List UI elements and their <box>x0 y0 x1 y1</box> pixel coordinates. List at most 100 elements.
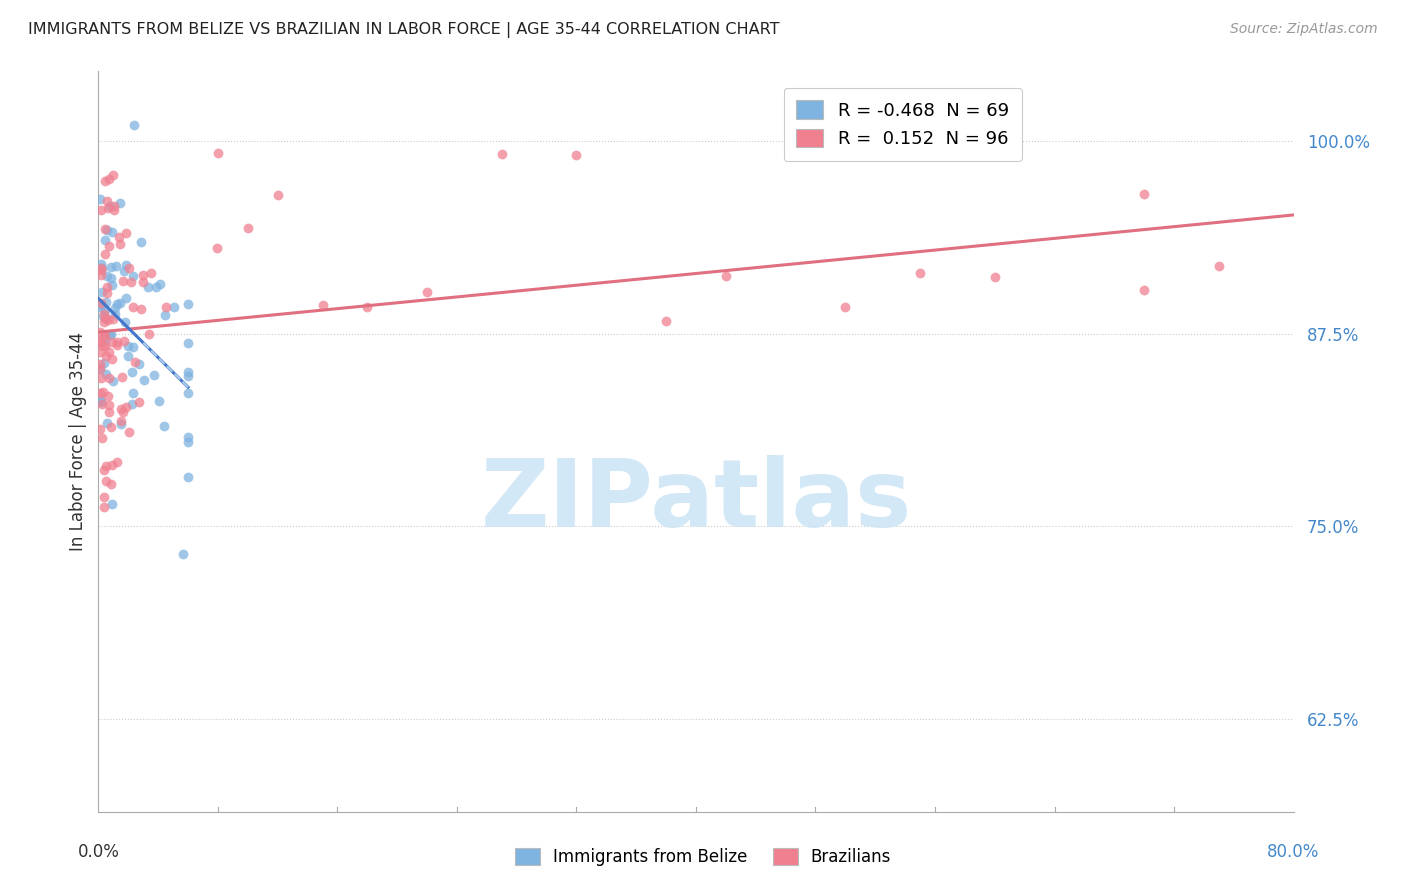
Point <box>90 268 112 283</box>
Point <box>98 405 121 419</box>
Point <box>153 309 176 323</box>
Point <box>177 336 200 351</box>
Point <box>908 266 931 280</box>
Point <box>94 328 117 343</box>
Point <box>110 401 132 416</box>
Point <box>122 386 145 401</box>
Point <box>177 368 200 383</box>
Point <box>114 315 136 329</box>
Point <box>90 431 112 445</box>
Point <box>162 300 184 314</box>
Point <box>108 195 131 210</box>
Point <box>90 395 112 409</box>
Point <box>96 416 118 430</box>
Point <box>148 394 170 409</box>
Point <box>655 314 678 328</box>
Point <box>121 396 143 410</box>
Point <box>177 434 200 449</box>
Point <box>149 277 172 292</box>
Point <box>111 370 134 384</box>
Point <box>115 226 138 240</box>
Point <box>172 547 194 561</box>
Point <box>128 395 150 409</box>
Point <box>91 309 114 323</box>
Point <box>834 301 856 315</box>
Point <box>94 303 117 318</box>
Point <box>118 260 141 275</box>
Point <box>205 241 228 255</box>
Point <box>104 260 127 274</box>
Point <box>98 371 121 385</box>
Point <box>491 147 513 161</box>
Point <box>93 307 115 321</box>
Point <box>93 339 115 353</box>
Point <box>93 490 115 504</box>
Point <box>104 301 127 316</box>
Point <box>267 187 290 202</box>
Point <box>90 295 112 310</box>
Point <box>93 315 115 329</box>
Point <box>100 326 122 341</box>
Point <box>89 357 111 371</box>
Point <box>103 203 125 218</box>
Point <box>96 222 118 236</box>
Point <box>143 368 166 383</box>
Point <box>89 334 111 349</box>
Point <box>141 266 163 280</box>
Point <box>94 222 117 236</box>
Point <box>236 220 259 235</box>
Point <box>101 334 124 349</box>
Point <box>94 350 117 364</box>
Point <box>98 327 121 342</box>
Legend: R = -0.468  N = 69, R =  0.152  N = 96: R = -0.468 N = 69, R = 0.152 N = 96 <box>783 87 1022 161</box>
Point <box>117 338 139 352</box>
Point <box>110 414 132 428</box>
Point <box>91 260 114 275</box>
Text: 80.0%: 80.0% <box>1267 843 1320 861</box>
Text: IMMIGRANTS FROM BELIZE VS BRAZILIAN IN LABOR FORCE | AGE 35-44 CORRELATION CHART: IMMIGRANTS FROM BELIZE VS BRAZILIAN IN L… <box>28 22 779 38</box>
Point <box>177 430 200 444</box>
Point <box>416 285 439 300</box>
Point <box>101 374 124 388</box>
Point <box>984 269 1007 284</box>
Point <box>93 356 115 370</box>
Point <box>1133 283 1156 297</box>
Point <box>110 237 132 252</box>
Point <box>96 286 118 301</box>
Point <box>89 325 111 339</box>
Point <box>112 274 135 288</box>
Point <box>128 357 150 371</box>
Point <box>96 474 118 488</box>
Point <box>90 371 112 385</box>
Point <box>177 297 200 311</box>
Point <box>94 311 117 326</box>
Point <box>91 384 114 399</box>
Point <box>94 311 117 326</box>
Point <box>132 275 155 289</box>
Point <box>101 458 124 472</box>
Point <box>96 194 118 208</box>
Point <box>122 119 145 133</box>
Point <box>101 168 124 182</box>
Point <box>129 301 152 316</box>
Point <box>118 425 141 439</box>
Point <box>121 365 143 379</box>
Point <box>101 278 124 293</box>
Point <box>207 145 229 160</box>
Point <box>94 174 117 188</box>
Point <box>565 148 588 162</box>
Legend: Immigrants from Belize, Brazilians: Immigrants from Belize, Brazilians <box>506 840 900 875</box>
Point <box>101 351 124 366</box>
Point <box>90 257 112 271</box>
Point <box>89 193 111 207</box>
Point <box>177 470 200 484</box>
Point <box>110 417 132 431</box>
Point <box>93 247 115 261</box>
Point <box>100 271 122 285</box>
Point <box>1133 186 1156 201</box>
Point <box>108 295 131 310</box>
Point <box>105 337 128 351</box>
Point <box>96 268 118 283</box>
Point <box>90 298 112 312</box>
Point <box>117 349 139 363</box>
